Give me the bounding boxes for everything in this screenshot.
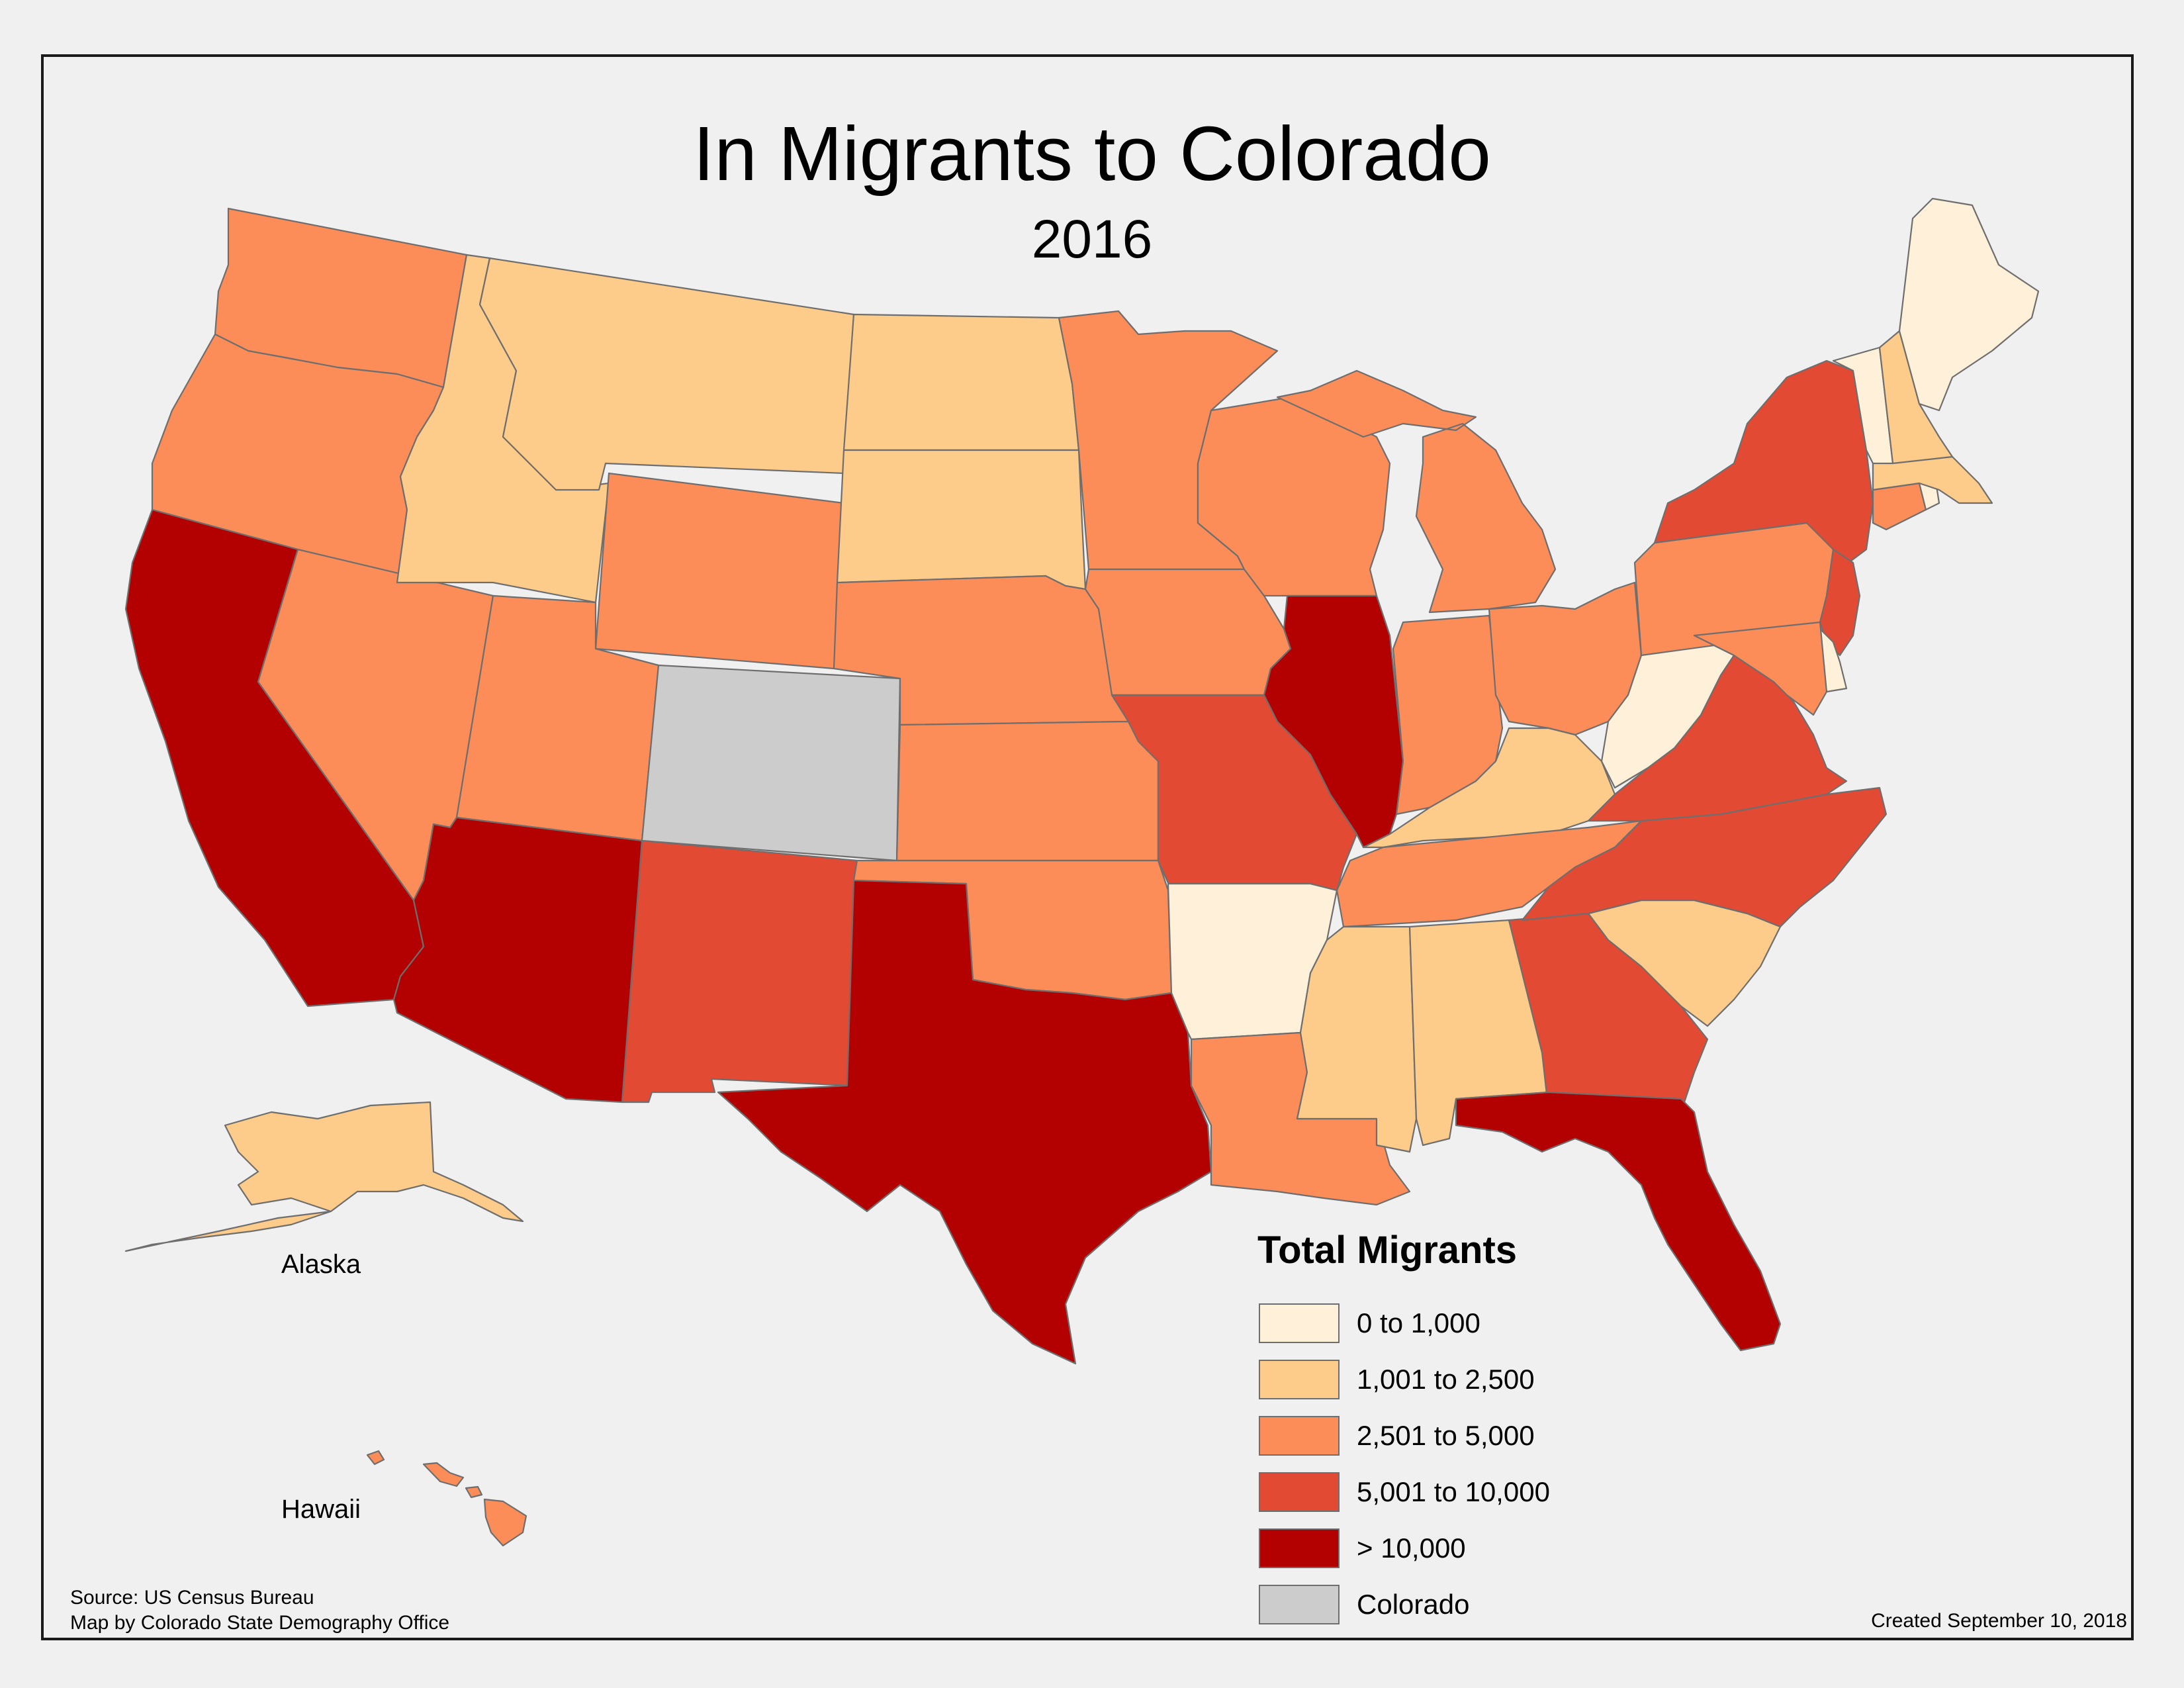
state-maryland[interactable]: [1693, 621, 1828, 716]
alaska-label: Alaska: [281, 1250, 361, 1279]
map-subtitle: 2016: [1031, 209, 1153, 269]
state-maine[interactable]: [1898, 197, 2040, 412]
source-note: Source: US Census Bureau Map by Colorado…: [70, 1585, 449, 1636]
map-frame: [41, 54, 2134, 1640]
legend-swatch: [1259, 1415, 1340, 1456]
legend-label: 0 to 1,000: [1357, 1307, 1480, 1338]
state-connecticut[interactable]: [1872, 482, 1927, 531]
legend-label: > 10,000: [1357, 1532, 1466, 1564]
state-hawaii[interactable]: [366, 1450, 527, 1547]
legend-swatch: [1259, 1528, 1340, 1568]
state-north-carolina[interactable]: [1521, 786, 1888, 928]
legend-label: 1,001 to 2,500: [1357, 1363, 1535, 1395]
state-north-dakota[interactable]: [842, 313, 1080, 451]
created-date: Created September 10, 2018: [1871, 1610, 2127, 1632]
state-alaska[interactable]: [124, 1101, 524, 1252]
legend-swatch: [1259, 1472, 1340, 1512]
legend-label: Colorado: [1357, 1588, 1470, 1620]
map-title: In Migrants to Colorado: [693, 111, 1491, 197]
state-florida[interactable]: [1455, 1091, 1782, 1352]
legend: Total Migrants 0 to 1,000 1,001 to 2,500…: [1257, 1228, 1550, 1632]
state-south-dakota[interactable]: [836, 449, 1087, 590]
legend-item: > 10,000: [1257, 1520, 1550, 1576]
source-line: Source: US Census Bureau: [70, 1587, 314, 1609]
state-montana[interactable]: [478, 257, 855, 491]
state-kentucky[interactable]: [1362, 727, 1616, 849]
legend-item: Colorado: [1257, 1576, 1550, 1632]
state-michigan[interactable]: [1276, 369, 1557, 614]
legend-item: 0 to 1,000: [1257, 1295, 1550, 1351]
hawaii-label: Hawaii: [281, 1495, 361, 1524]
legend-label: 5,001 to 10,000: [1357, 1476, 1550, 1507]
state-new-jersey[interactable]: [1819, 548, 1861, 657]
state-colorado[interactable]: [641, 664, 901, 862]
credit-line: Map by Colorado State Demography Office: [70, 1612, 450, 1634]
state-new-mexico[interactable]: [621, 839, 858, 1103]
state-arizona[interactable]: [392, 816, 643, 1103]
state-kansas[interactable]: [895, 720, 1160, 862]
legend-title: Total Migrants: [1257, 1229, 1518, 1272]
legend-label: 2,501 to 5,000: [1357, 1419, 1535, 1451]
state-massachusetts[interactable]: [1872, 455, 1993, 504]
legend-item: 2,501 to 5,000: [1257, 1407, 1550, 1464]
state-wyoming[interactable]: [594, 472, 845, 670]
legend-swatch: [1259, 1359, 1340, 1399]
legend-item: 1,001 to 2,500: [1257, 1351, 1550, 1407]
state-texas[interactable]: [717, 879, 1212, 1365]
state-illinois[interactable]: [1263, 594, 1404, 849]
legend-swatch: [1259, 1303, 1340, 1343]
legend-item: 5,001 to 10,000: [1257, 1464, 1550, 1520]
legend-swatch: [1259, 1584, 1340, 1624]
